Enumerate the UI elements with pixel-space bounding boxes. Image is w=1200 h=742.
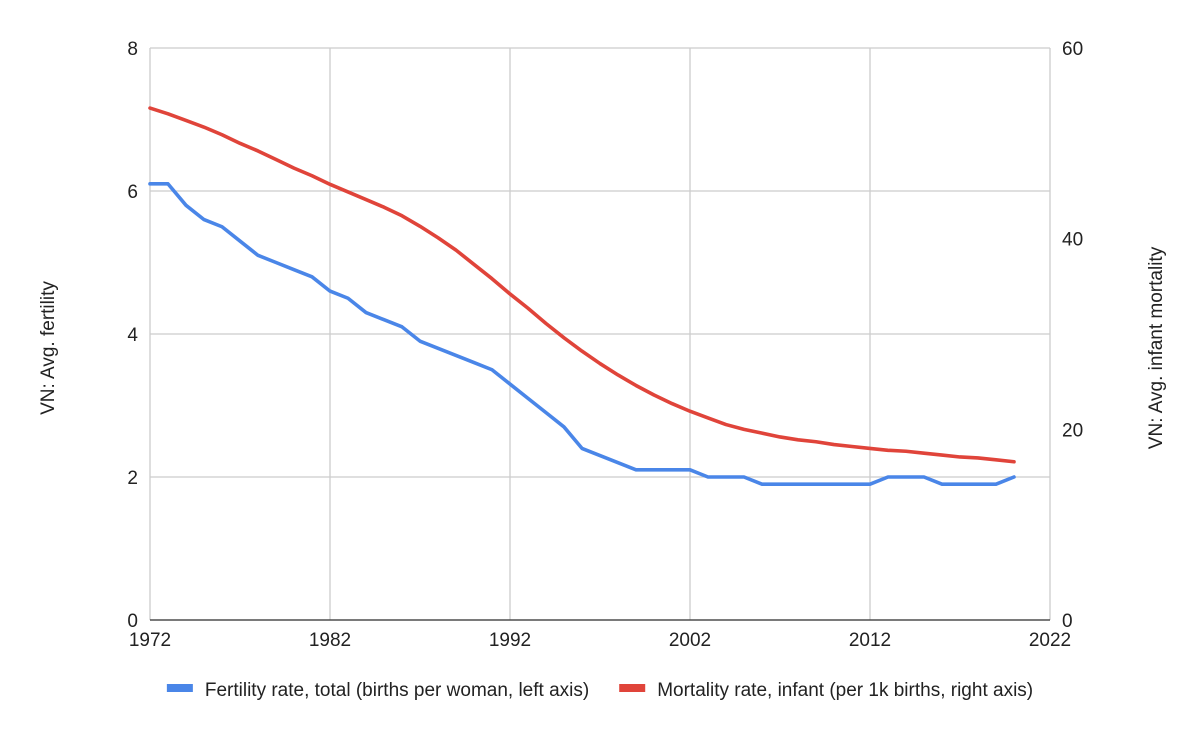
mortality-series-line bbox=[148, 106, 1016, 464]
x-tick-label: 1982 bbox=[309, 630, 351, 651]
y-left-tick-label: 2 bbox=[127, 468, 138, 489]
y-left-axis-title: VN: Avg. fertility bbox=[38, 281, 59, 415]
grid bbox=[149, 47, 1051, 621]
y-right-axis-title: VN: Avg. infant mortality bbox=[1146, 246, 1167, 449]
y-right-tick-label: 20 bbox=[1062, 420, 1083, 441]
legend-item: Fertility rate, total (births per woman,… bbox=[166, 680, 589, 701]
x-tick-label: 2012 bbox=[849, 630, 891, 651]
x-tick-label: 2002 bbox=[669, 630, 711, 651]
x-tick-label: 1992 bbox=[489, 630, 531, 651]
y-left-tick-label: 0 bbox=[127, 611, 138, 632]
legend: Fertility rate, total (births per woman,… bbox=[166, 680, 1033, 701]
axes: 1972 1982 1992 2002 2012 2022024680204060VN: … bbox=[38, 39, 1167, 651]
y-right-tick-label: 60 bbox=[1062, 39, 1083, 60]
y-left-tick-label: 4 bbox=[127, 325, 138, 346]
x-tick-label: 1972 bbox=[129, 630, 171, 651]
legend-item: Mortality rate, infant (per 1k births, r… bbox=[619, 680, 1033, 701]
y-right-tick-label: 0 bbox=[1062, 611, 1073, 632]
series-lines bbox=[148, 106, 1016, 486]
x-tick-label: 2022 bbox=[1029, 630, 1071, 651]
y-left-tick-label: 6 bbox=[127, 182, 138, 203]
legend-label: Mortality rate, infant (per 1k births, r… bbox=[657, 680, 1033, 701]
legend-label: Fertility rate, total (births per woman,… bbox=[205, 680, 589, 701]
y-left-tick-label: 8 bbox=[127, 39, 138, 60]
fertility-series-line bbox=[148, 182, 1016, 486]
y-right-tick-label: 40 bbox=[1062, 230, 1083, 251]
legend-swatch bbox=[166, 684, 193, 692]
legend-swatch bbox=[619, 684, 646, 692]
